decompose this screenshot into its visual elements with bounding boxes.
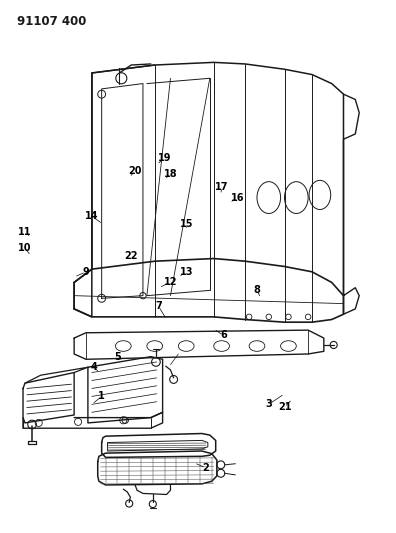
Text: 22: 22 [124, 251, 138, 261]
Text: 13: 13 [179, 267, 193, 277]
Text: 18: 18 [164, 169, 177, 179]
Text: 16: 16 [230, 192, 244, 203]
Text: 14: 14 [85, 211, 99, 221]
Text: 8: 8 [253, 285, 261, 295]
Text: 3: 3 [265, 399, 272, 409]
Text: 9: 9 [82, 267, 89, 277]
Text: 19: 19 [158, 153, 171, 163]
Text: 10: 10 [18, 243, 32, 253]
Text: 20: 20 [128, 166, 142, 176]
Text: 17: 17 [215, 182, 228, 192]
Text: 5: 5 [114, 352, 121, 361]
Text: 91107 400: 91107 400 [17, 14, 86, 28]
Text: 1: 1 [98, 391, 105, 401]
Text: 12: 12 [164, 277, 177, 287]
Text: 15: 15 [179, 219, 193, 229]
Text: 21: 21 [278, 402, 291, 412]
Text: 6: 6 [220, 330, 227, 341]
Text: 7: 7 [155, 301, 162, 311]
Text: 4: 4 [90, 362, 97, 372]
Text: 2: 2 [202, 463, 209, 473]
Text: 11: 11 [18, 227, 32, 237]
